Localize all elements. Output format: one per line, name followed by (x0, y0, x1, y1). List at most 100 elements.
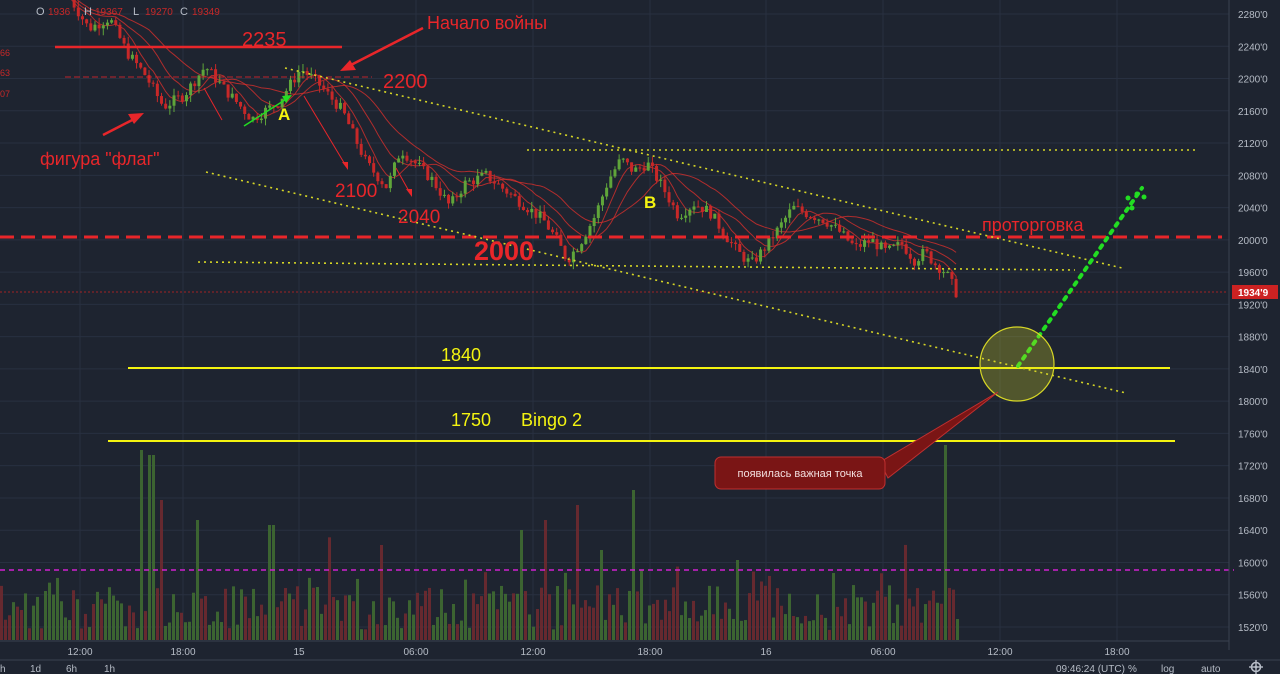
candle-body (759, 249, 763, 262)
log-toggle[interactable]: log (1161, 664, 1174, 674)
timeframe-clipped[interactable]: h (0, 664, 6, 674)
timeframe-1d[interactable]: 1d (30, 664, 41, 674)
green-arrow-a (243, 97, 289, 127)
volume-bar (836, 606, 839, 640)
label-bingo: Bingo 2 (521, 410, 582, 430)
forecast-point-2 (1134, 191, 1140, 197)
candle-body (879, 242, 883, 250)
volume-bar (228, 628, 231, 640)
timeframe-1h[interactable]: 1h (104, 664, 115, 674)
candle-body (392, 162, 396, 176)
thin-arrow-1 (303, 95, 347, 167)
volume-bar (272, 525, 275, 640)
volume-bar (44, 591, 47, 640)
volume-bar (8, 615, 11, 640)
gear-icon[interactable] (1249, 660, 1263, 674)
volume-bar (344, 595, 347, 640)
price-axis[interactable]: 2280'0 2240'0 2200'0 2160'0 2120'0 2080'0 2040… (1228, 0, 1278, 650)
ohlc-high-value: 19367 (95, 7, 123, 18)
volume-bar (540, 587, 543, 640)
candle-body (426, 166, 430, 180)
candle-body (713, 213, 717, 219)
candle-body (908, 253, 912, 259)
label-point-b: B (644, 193, 656, 212)
time-axis[interactable]: 12:00 18:00 15 06:00 12:00 18:00 16 06:00 12:00 1… (0, 640, 1229, 658)
volume-bar (720, 618, 723, 640)
volume-bar (24, 593, 27, 640)
utc-clock: 09:46:24 (UTC) (1056, 664, 1125, 674)
ohlc-low-value: 19270 (145, 7, 173, 18)
x-tick-label: 06:00 (870, 647, 895, 658)
volume-bar (508, 601, 511, 640)
candle-body (630, 162, 634, 172)
volume-bar (340, 620, 343, 640)
ohlc-open-label: O (36, 6, 45, 18)
volume-bar (188, 621, 191, 640)
volume-bar (296, 586, 299, 640)
candle-body (143, 67, 147, 76)
candle-body (688, 209, 692, 216)
volume-bar (744, 620, 747, 640)
channel-lower (205, 171, 1127, 394)
volume-bar (324, 604, 327, 640)
volume-bar (704, 610, 707, 640)
volume-bar (424, 590, 427, 640)
volume-bar (200, 598, 203, 640)
arrow-war-head (340, 60, 356, 71)
volume-bar (952, 589, 955, 640)
volume-bar (740, 620, 743, 640)
volume-bar (108, 587, 111, 640)
candle-body (609, 176, 613, 188)
volume-bar (80, 628, 83, 640)
y-tick-label: 2000'0 (1238, 236, 1268, 247)
candle-body (230, 93, 234, 98)
candle-body (330, 91, 334, 100)
volume-bar (844, 598, 847, 640)
candle-body (184, 95, 188, 102)
candle-body (343, 102, 347, 114)
volume-bar (60, 601, 63, 640)
auto-toggle[interactable]: auto (1201, 664, 1221, 674)
volume-bar (496, 609, 499, 640)
candle-body (509, 193, 513, 195)
volume-bar (148, 455, 151, 640)
candle-body (380, 181, 384, 185)
y-tick-label: 1680'0 (1238, 494, 1268, 505)
label-1750: 1750 (451, 410, 491, 430)
volume-bar (588, 606, 591, 640)
volume-bar (724, 602, 727, 640)
volume-bar (268, 525, 271, 640)
volume-bar (692, 600, 695, 640)
volume-bar (84, 613, 87, 640)
candle-body (72, 0, 76, 8)
volume-bar (160, 500, 163, 640)
candle-body (883, 242, 887, 248)
volume-bar (304, 609, 307, 640)
candle-body (97, 24, 101, 29)
candle-body (110, 20, 114, 23)
last-price-label: 1934'9 (1238, 288, 1269, 299)
volume-bar (132, 612, 135, 640)
candle-body (867, 240, 871, 243)
candle-body (571, 251, 575, 263)
candle-body (318, 75, 322, 86)
volume-bar (428, 587, 431, 640)
candle-body (193, 83, 197, 87)
ohlc-low-label: L (133, 6, 139, 18)
candle-body (546, 220, 550, 230)
volume-bar (264, 614, 267, 640)
label-consolidation: проторговка (982, 215, 1084, 235)
volume-bar (912, 606, 915, 640)
y-tick-label: 2080'0 (1238, 171, 1268, 182)
volume-bar (604, 619, 607, 640)
candle-body (596, 205, 600, 218)
volume-bar (608, 594, 611, 640)
percent-toggle[interactable]: % (1128, 664, 1137, 674)
volume-bar (128, 605, 131, 640)
candle-body (147, 75, 151, 83)
volume-bar (300, 625, 303, 640)
volume-bar (384, 625, 387, 640)
candle-body (247, 113, 251, 120)
timeframe-6h[interactable]: 6h (66, 664, 77, 674)
